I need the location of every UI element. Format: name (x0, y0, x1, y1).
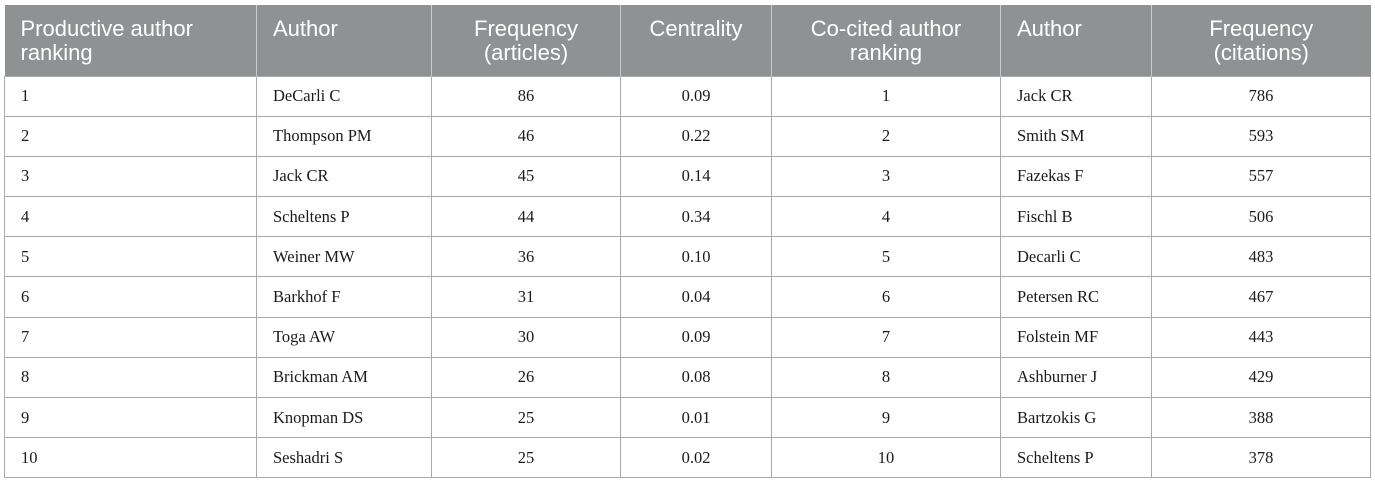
articles-frequency-cell: 31 (431, 276, 621, 318)
author-cell: Barkhof F (256, 276, 432, 318)
co-cited-author-cell: Folstein MF (1000, 316, 1152, 358)
articles-frequency-cell: 30 (431, 316, 621, 358)
articles-frequency-cell: 25 (431, 396, 621, 439)
citations-frequency-cell: 506 (1151, 196, 1371, 238)
author-cell: Knopman DS (256, 396, 432, 439)
citations-frequency-cell: 388 (1151, 396, 1371, 439)
author-cell: Seshadri S (256, 437, 432, 479)
table-body: 1 DeCarli C 86 0.09 1 Jack CR 786 2 Thompson PM 4… (4, 75, 1371, 479)
co-cited-author-cell: Fazekas F (1000, 155, 1152, 198)
table-row: 3 Jack CR 45 0.14 3 Fazekas F 557 (4, 155, 1371, 198)
centrality-cell: 0.10 (620, 236, 772, 278)
author-cell: DeCarli C (256, 75, 432, 117)
author-ranking-table: Productive author ranking Author Frequen… (4, 5, 1371, 479)
citations-frequency-cell: 429 (1151, 356, 1371, 399)
header-productive-author-ranking: Productive author ranking (4, 5, 257, 76)
articles-frequency-cell: 26 (431, 356, 621, 399)
centrality-cell: 0.22 (620, 115, 772, 157)
co-cited-rank-cell: 9 (771, 396, 1001, 439)
productive-rank-cell: 1 (4, 75, 257, 117)
centrality-cell: 0.09 (620, 75, 772, 117)
co-cited-author-cell: Decarli C (1000, 236, 1152, 278)
citations-frequency-cell: 593 (1151, 115, 1371, 157)
co-cited-author-cell: Scheltens P (1000, 437, 1152, 479)
centrality-cell: 0.09 (620, 316, 772, 358)
productive-rank-cell: 5 (4, 236, 257, 278)
centrality-cell: 0.14 (620, 155, 772, 198)
header-label: Productive author ranking (20, 16, 193, 65)
co-cited-author-cell: Ashburner J (1000, 356, 1152, 399)
articles-frequency-cell: 46 (431, 115, 621, 157)
citations-frequency-cell: 557 (1151, 155, 1371, 198)
author-table-container: Productive author ranking Author Frequen… (4, 5, 1371, 479)
header-label: Frequency (citations) (1209, 16, 1314, 65)
header-label: Centrality (649, 16, 743, 41)
co-cited-rank-cell: 2 (771, 115, 1001, 157)
header-frequency-articles: Frequency (articles) (431, 5, 621, 76)
header-label: Co-cited author ranking (810, 16, 962, 65)
productive-rank-cell: 10 (4, 437, 257, 479)
co-cited-rank-cell: 10 (771, 437, 1001, 479)
table-row: 1 DeCarli C 86 0.09 1 Jack CR 786 (4, 75, 1371, 117)
header-label: Author (1017, 16, 1082, 41)
co-cited-rank-cell: 4 (771, 196, 1001, 238)
header-co-cited-author: Author (1000, 5, 1152, 76)
co-cited-author-cell: Smith SM (1000, 115, 1152, 157)
co-cited-rank-cell: 6 (771, 276, 1001, 318)
citations-frequency-cell: 443 (1151, 316, 1371, 358)
productive-rank-cell: 8 (4, 356, 257, 399)
centrality-cell: 0.04 (620, 276, 772, 318)
header-frequency-citations: Frequency (citations) (1151, 5, 1371, 76)
co-cited-rank-cell: 5 (771, 236, 1001, 278)
co-cited-rank-cell: 8 (771, 356, 1001, 399)
centrality-cell: 0.02 (620, 437, 772, 479)
table-row: 7 Toga AW 30 0.09 7 Folstein MF 443 (4, 316, 1371, 358)
co-cited-rank-cell: 7 (771, 316, 1001, 358)
productive-rank-cell: 3 (4, 155, 257, 198)
productive-rank-cell: 2 (4, 115, 257, 157)
articles-frequency-cell: 25 (431, 437, 621, 479)
co-cited-author-cell: Bartzokis G (1000, 396, 1152, 439)
table-row: 8 Brickman AM 26 0.08 8 Ashburner J 429 (4, 356, 1371, 399)
table-header: Productive author ranking Author Frequen… (4, 5, 1371, 76)
author-cell: Scheltens P (256, 196, 432, 238)
header-label: Frequency (articles) (474, 16, 578, 65)
articles-frequency-cell: 44 (431, 196, 621, 238)
header-co-cited-author-ranking: Co-cited author ranking (771, 5, 1001, 76)
citations-frequency-cell: 786 (1151, 75, 1371, 117)
header-row: Productive author ranking Author Frequen… (4, 5, 1371, 76)
co-cited-rank-cell: 1 (771, 75, 1001, 117)
co-cited-author-cell: Jack CR (1000, 75, 1152, 117)
articles-frequency-cell: 36 (431, 236, 621, 278)
author-cell: Brickman AM (256, 356, 432, 399)
citations-frequency-cell: 378 (1151, 437, 1371, 479)
author-cell: Thompson PM (256, 115, 432, 157)
table-row: 4 Scheltens P 44 0.34 4 Fischl B 506 (4, 196, 1371, 238)
author-cell: Weiner MW (256, 236, 432, 278)
centrality-cell: 0.01 (620, 396, 772, 439)
centrality-cell: 0.34 (620, 196, 772, 238)
productive-rank-cell: 9 (4, 396, 257, 439)
productive-rank-cell: 7 (4, 316, 257, 358)
productive-rank-cell: 6 (4, 276, 257, 318)
header-centrality: Centrality (620, 5, 772, 76)
centrality-cell: 0.08 (620, 356, 772, 399)
table-row: 5 Weiner MW 36 0.10 5 Decarli C 483 (4, 236, 1371, 278)
table-row: 2 Thompson PM 46 0.22 2 Smith SM 593 (4, 115, 1371, 157)
author-cell: Jack CR (256, 155, 432, 198)
table-row: 6 Barkhof F 31 0.04 6 Petersen RC 467 (4, 276, 1371, 318)
header-label: Author (273, 16, 338, 41)
articles-frequency-cell: 86 (431, 75, 621, 117)
citations-frequency-cell: 483 (1151, 236, 1371, 278)
co-cited-author-cell: Fischl B (1000, 196, 1152, 238)
header-author: Author (256, 5, 432, 76)
co-cited-author-cell: Petersen RC (1000, 276, 1152, 318)
citations-frequency-cell: 467 (1151, 276, 1371, 318)
table-row: 9 Knopman DS 25 0.01 9 Bartzokis G 388 (4, 396, 1371, 439)
co-cited-rank-cell: 3 (771, 155, 1001, 198)
productive-rank-cell: 4 (4, 196, 257, 238)
author-cell: Toga AW (256, 316, 432, 358)
table-row: 10 Seshadri S 25 0.02 10 Scheltens P 378 (4, 437, 1371, 479)
articles-frequency-cell: 45 (431, 155, 621, 198)
